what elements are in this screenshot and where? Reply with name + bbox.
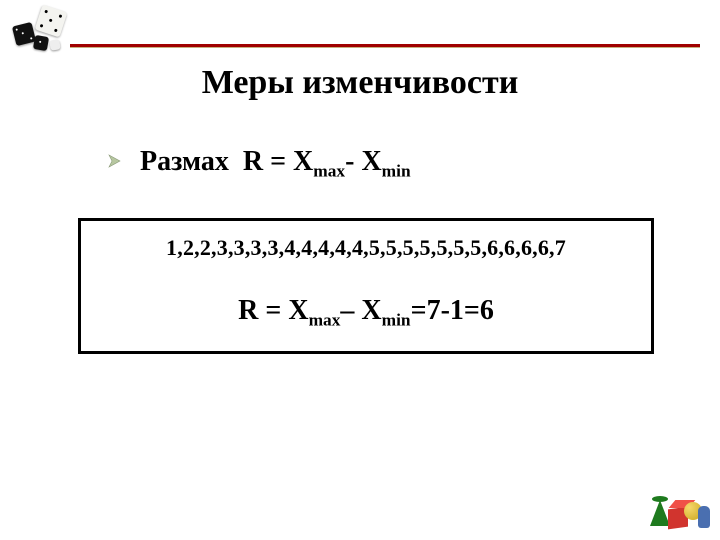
- range-label: Размах: [140, 146, 229, 177]
- calc-xmax: X: [288, 295, 308, 326]
- eq-sign: =: [270, 146, 286, 177]
- header-rule: [70, 44, 700, 48]
- calculation-line: R = Xmax– Xmin=7-1=6: [87, 295, 645, 331]
- minus-sign: -: [345, 146, 354, 177]
- calc-valmax: 7: [427, 295, 441, 326]
- calc-result: 6: [480, 295, 494, 326]
- data-series: 1,2,2,3,3,3,3,4,4,4,4,4,5,5,5,5,5,5,5,6,…: [87, 235, 645, 261]
- sub-min: min: [382, 162, 411, 181]
- dice-decoration: [8, 6, 70, 48]
- definition-line: Размах R = Xmax- Xmin: [108, 146, 411, 182]
- calc-eq2: =: [411, 295, 427, 326]
- calc-xmin: X: [361, 295, 381, 326]
- calc-minus: -: [441, 295, 450, 326]
- page-title: Меры изменчивости: [0, 64, 720, 102]
- x-max: X: [293, 146, 313, 177]
- definition-text: Размах R = Xmax- Xmin: [140, 146, 411, 182]
- example-box: 1,2,2,3,3,3,3,4,4,4,4,4,5,5,5,5,5,5,5,6,…: [78, 218, 654, 354]
- shapes-decoration: [650, 486, 710, 532]
- calc-eq1: =: [265, 295, 281, 326]
- calc-ndash: –: [340, 295, 354, 326]
- x-min: X: [361, 146, 381, 177]
- calc-valmin: 1: [450, 295, 464, 326]
- calc-submin: min: [382, 311, 411, 330]
- calc-R: R: [238, 295, 258, 326]
- bullet-arrow-icon: [108, 154, 122, 168]
- calc-submax: max: [309, 311, 341, 330]
- sub-max: max: [313, 162, 345, 181]
- calc-eq3: =: [464, 295, 480, 326]
- range-R: R: [243, 146, 263, 177]
